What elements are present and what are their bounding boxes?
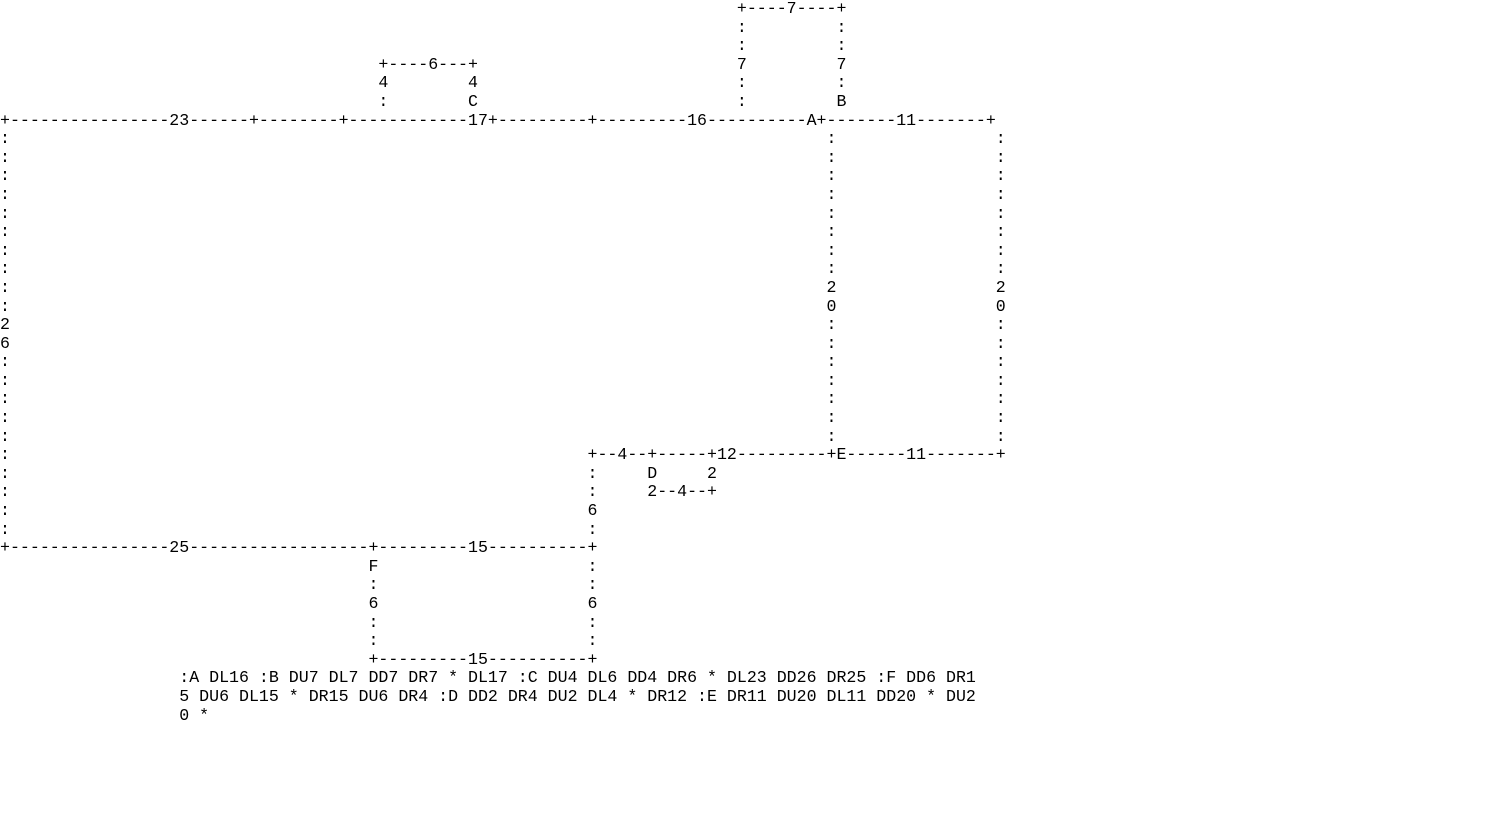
diagram-line: : : : [0,184,1006,204]
diagram-line: : : [0,36,847,56]
diagram-line: : : : [0,259,1006,279]
diagram-line: 6 6 [0,594,598,613]
diagram-line: F : [0,556,598,576]
diagram-line: +----6---+ 7 7 [0,54,847,74]
diagram-line: : : : [0,147,1006,167]
diagram-line: : : : [0,222,1006,242]
diagram-line: 6 : : [0,333,1006,353]
diagram-line: 4 4 : : [0,73,847,93]
diagram-line: : : [0,612,598,632]
diagram-line: :A DL16 :B DU7 DL7 DD7 DR7 * DL17 :C DU4… [0,668,976,688]
diagram-line: 0 * [0,705,210,725]
diagram-line: : : : [0,370,1006,390]
diagram-line: : +--4--+-----+12---------+E------11----… [0,445,1006,465]
diagram-line: : : : [0,408,1006,428]
diagram-line: 2 : : [0,315,1006,335]
diagram-line: +----------------23------+--------+-----… [0,110,996,130]
diagram-line: : : [0,519,598,539]
diagram-line: +----------------25------------------+--… [0,538,598,558]
diagram-line: : : : [0,240,1006,260]
diagram-line: 5 DU6 DL15 * DR15 DU6 DR4 :D DD2 DR4 DU2… [0,686,976,706]
diagram-line: : : [0,631,598,651]
diagram-line: +---------15----------+ [0,649,598,669]
ascii-floorplan-diagram: +----7----+ : : : : [0,0,1006,725]
diagram-line: : : [0,17,847,37]
diagram-line: : : : [0,203,1006,223]
diagram-line: : 6 [0,501,598,521]
diagram-line: : : : [0,352,1006,372]
diagram-line: +----7----+ [0,0,847,18]
diagram-line: : : : [0,129,1006,149]
diagram-line: : : : [0,389,1006,409]
diagram-line: : : : [0,166,1006,186]
diagram-line: : : 2--4--+ [0,482,717,502]
diagram-line: : : D 2 [0,463,717,483]
diagram-line: : C : B [0,91,847,111]
diagram-line: : 2 2 [0,277,1006,297]
diagram-line: : 0 0 [0,296,1006,316]
diagram-line: : : [0,575,598,595]
diagram-line: : : : [0,426,1006,446]
